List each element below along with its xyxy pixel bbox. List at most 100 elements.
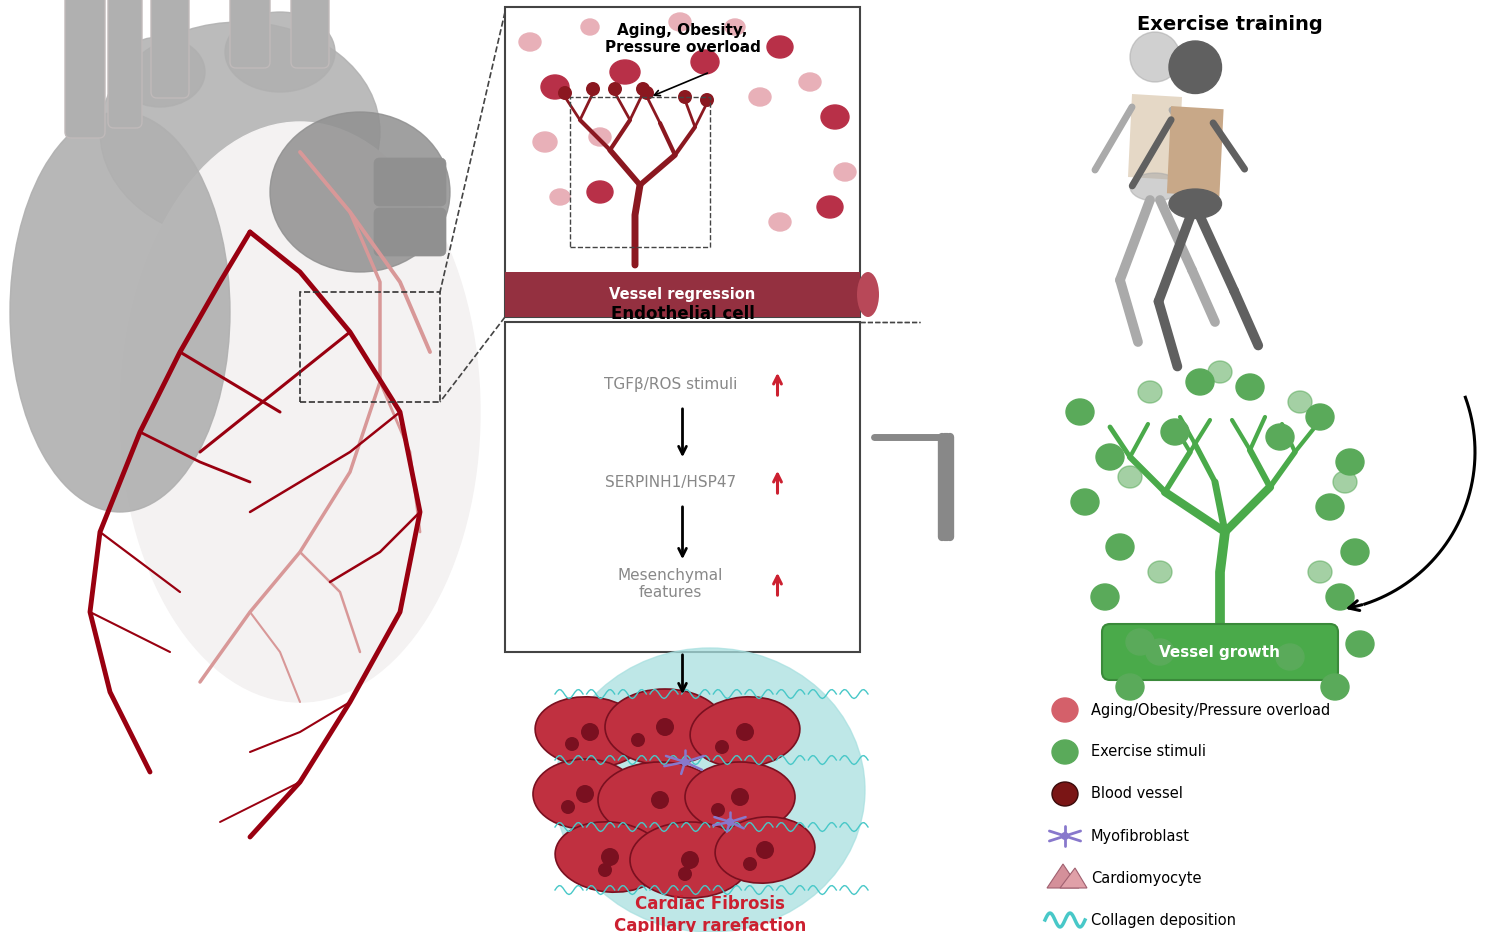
- Circle shape: [598, 863, 612, 877]
- Text: Aging/Obesity/Pressure overload: Aging/Obesity/Pressure overload: [1090, 703, 1330, 718]
- Ellipse shape: [586, 181, 613, 203]
- Bar: [570, 97, 710, 247]
- FancyBboxPatch shape: [108, 0, 142, 128]
- Ellipse shape: [630, 822, 750, 898]
- Circle shape: [756, 841, 774, 859]
- Ellipse shape: [834, 163, 856, 181]
- Ellipse shape: [1096, 444, 1124, 470]
- Polygon shape: [1128, 94, 1182, 180]
- Circle shape: [730, 788, 748, 806]
- FancyBboxPatch shape: [230, 0, 270, 68]
- Ellipse shape: [555, 648, 866, 932]
- Ellipse shape: [1276, 644, 1304, 670]
- Text: Cardiac Fibrosis: Cardiac Fibrosis: [634, 895, 784, 913]
- Ellipse shape: [1208, 361, 1231, 383]
- Ellipse shape: [580, 19, 598, 35]
- Circle shape: [681, 851, 699, 869]
- Circle shape: [558, 86, 572, 100]
- Ellipse shape: [1090, 584, 1119, 610]
- Ellipse shape: [724, 19, 746, 35]
- Ellipse shape: [1126, 629, 1154, 655]
- Text: Cardiomyocyte: Cardiomyocyte: [1090, 870, 1202, 885]
- Ellipse shape: [770, 213, 790, 231]
- Circle shape: [580, 723, 598, 741]
- Circle shape: [681, 758, 688, 766]
- Ellipse shape: [100, 22, 380, 242]
- Text: Collagen deposition: Collagen deposition: [1090, 912, 1236, 927]
- Circle shape: [711, 803, 724, 817]
- Text: Aging, Obesity,
Pressure overload: Aging, Obesity, Pressure overload: [604, 22, 760, 55]
- Ellipse shape: [686, 762, 795, 832]
- Polygon shape: [1167, 106, 1224, 197]
- FancyBboxPatch shape: [152, 0, 189, 98]
- Ellipse shape: [532, 759, 638, 829]
- FancyBboxPatch shape: [64, 0, 105, 138]
- Circle shape: [608, 82, 622, 96]
- Ellipse shape: [1334, 471, 1358, 493]
- Ellipse shape: [1346, 631, 1374, 657]
- Text: SERPINH1/HSP47: SERPINH1/HSP47: [604, 474, 736, 489]
- Ellipse shape: [270, 112, 450, 272]
- Ellipse shape: [542, 75, 568, 99]
- Ellipse shape: [604, 689, 724, 765]
- Ellipse shape: [1341, 539, 1370, 565]
- Text: TGFβ/ROS stimuli: TGFβ/ROS stimuli: [604, 377, 736, 391]
- Text: Capillary rarefaction: Capillary rarefaction: [614, 917, 806, 932]
- FancyBboxPatch shape: [374, 158, 446, 206]
- Ellipse shape: [1148, 561, 1172, 583]
- Ellipse shape: [1052, 698, 1078, 722]
- Circle shape: [561, 800, 574, 814]
- Ellipse shape: [692, 50, 718, 74]
- Ellipse shape: [748, 88, 771, 106]
- Ellipse shape: [1052, 782, 1078, 806]
- Ellipse shape: [1161, 419, 1190, 445]
- Circle shape: [636, 82, 650, 96]
- Ellipse shape: [1288, 391, 1312, 413]
- Circle shape: [742, 857, 758, 871]
- Ellipse shape: [766, 36, 794, 58]
- Ellipse shape: [1186, 369, 1214, 395]
- Text: Vessel regression: Vessel regression: [609, 287, 756, 302]
- Circle shape: [656, 718, 674, 736]
- Ellipse shape: [1066, 399, 1094, 425]
- Ellipse shape: [1052, 740, 1078, 764]
- Text: Myofibroblast: Myofibroblast: [1090, 829, 1190, 843]
- Ellipse shape: [519, 33, 542, 51]
- Ellipse shape: [1146, 639, 1174, 665]
- Text: Exercise training: Exercise training: [1137, 15, 1323, 34]
- Ellipse shape: [818, 196, 843, 218]
- Ellipse shape: [225, 12, 334, 92]
- Ellipse shape: [1308, 561, 1332, 583]
- Ellipse shape: [1266, 424, 1294, 450]
- Ellipse shape: [532, 132, 556, 152]
- Circle shape: [1060, 832, 1070, 840]
- Circle shape: [576, 785, 594, 803]
- Ellipse shape: [10, 112, 230, 512]
- Ellipse shape: [555, 822, 664, 892]
- Ellipse shape: [1116, 674, 1144, 700]
- Ellipse shape: [116, 37, 206, 107]
- Ellipse shape: [856, 272, 879, 317]
- Circle shape: [726, 818, 734, 826]
- Ellipse shape: [1130, 173, 1180, 201]
- Ellipse shape: [669, 13, 692, 31]
- Circle shape: [586, 82, 600, 96]
- Ellipse shape: [1306, 404, 1334, 430]
- Ellipse shape: [1336, 449, 1364, 475]
- Circle shape: [1168, 41, 1221, 93]
- Ellipse shape: [536, 697, 645, 767]
- Ellipse shape: [598, 762, 722, 838]
- FancyBboxPatch shape: [1102, 624, 1338, 680]
- Ellipse shape: [590, 128, 610, 146]
- Ellipse shape: [1071, 489, 1100, 515]
- Circle shape: [651, 791, 669, 809]
- Ellipse shape: [1118, 466, 1142, 488]
- Ellipse shape: [716, 816, 815, 884]
- Polygon shape: [1060, 868, 1088, 888]
- Ellipse shape: [690, 697, 800, 767]
- Text: Mesenchymal
features: Mesenchymal features: [618, 568, 723, 600]
- Circle shape: [640, 86, 654, 100]
- Ellipse shape: [1326, 584, 1354, 610]
- Ellipse shape: [120, 122, 480, 702]
- Text: Vessel growth: Vessel growth: [1160, 645, 1281, 660]
